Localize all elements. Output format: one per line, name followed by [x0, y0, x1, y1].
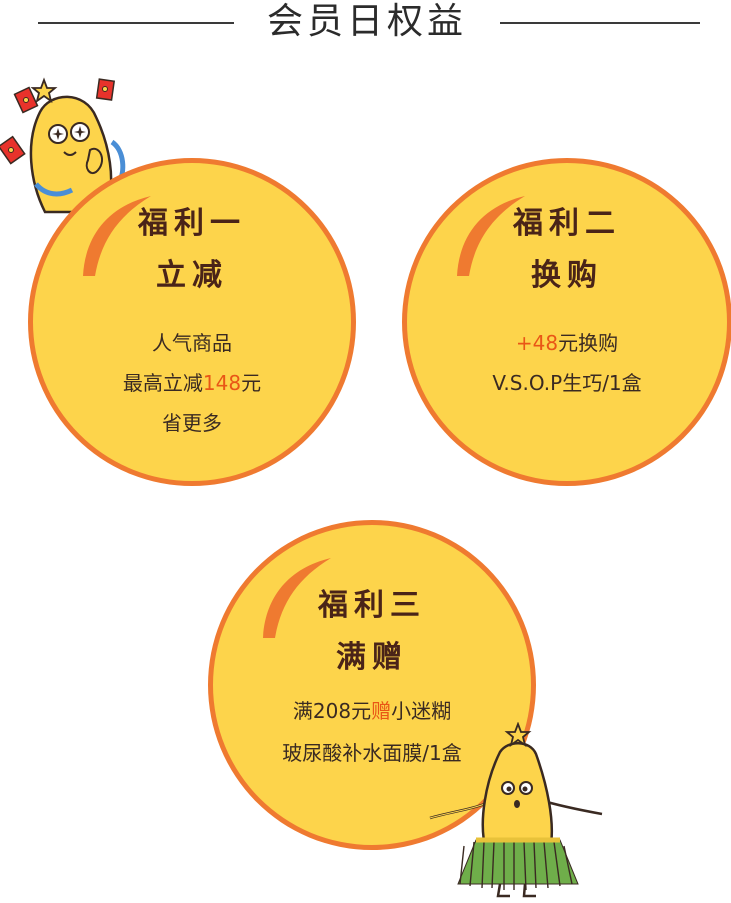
benefit-subheading: 立减 [156, 258, 228, 293]
benefit-line-2: 最高立减148元 [33, 363, 351, 403]
benefit-card-3: 福利三 满赠 满208元赠小迷糊 玻尿酸补水面膜/1盒 [208, 520, 536, 850]
benefit-line-2: V.S.O.P生巧/1盒 [492, 371, 642, 395]
benefit-addon-price: +48 [515, 331, 559, 355]
benefit-heading: 福利一 [138, 206, 246, 241]
decorative-arc [457, 196, 525, 276]
benefit-subheading: 满赠 [336, 640, 408, 675]
mascot-with-red-envelopes-illustration [0, 77, 126, 214]
benefit-line-3: 省更多 [162, 411, 222, 435]
benefit-card-1: 福利一 立减 人气商品 最高立减148元 省更多 [28, 158, 356, 486]
mascot-grass-skirt-illustration [429, 722, 603, 898]
section-header: 会员日权益 [0, 0, 731, 48]
header-divider-left [38, 22, 234, 24]
benefit-card-2: 福利二 换购 +48元换购 V.S.O.P生巧/1盒 [402, 158, 731, 486]
benefit-gift-name: 小迷糊 [391, 699, 452, 723]
benefit-line-1: 满208元赠小迷糊 [213, 691, 531, 731]
benefit-line-1: 人气商品 [152, 331, 232, 355]
benefit-currency: 元 [241, 371, 262, 395]
benefit-line-2: 玻尿酸补水面膜/1盒 [282, 741, 462, 765]
benefit-discount-amount: 148 [202, 371, 242, 395]
benefit-line-1-text: 元换购 [558, 331, 619, 355]
benefit-line-1-text: 满208元 [292, 699, 372, 723]
benefit-gift-label: 赠 [371, 699, 392, 723]
page-title: 会员日权益 [266, 1, 467, 42]
benefit-heading: 福利二 [513, 206, 621, 241]
header-divider-right [500, 22, 700, 24]
benefit-line-2-text: 最高立减 [122, 371, 203, 395]
decorative-arc [263, 558, 331, 638]
benefit-line-1: +48元换购 [407, 323, 727, 363]
benefit-subheading: 换购 [531, 258, 603, 293]
benefit-heading: 福利三 [318, 588, 426, 623]
decorative-arc [83, 196, 151, 276]
